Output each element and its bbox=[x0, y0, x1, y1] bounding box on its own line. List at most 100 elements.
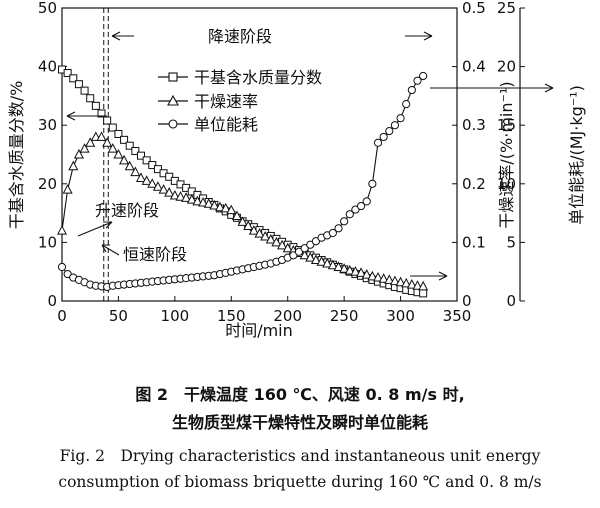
point-s1-35 bbox=[254, 228, 265, 238]
point-s1-13 bbox=[130, 166, 141, 177]
point-s2-56 bbox=[373, 138, 383, 147]
point-s2-60 bbox=[396, 114, 405, 123]
point-s1-63 bbox=[412, 280, 423, 290]
point-s1-29 bbox=[220, 202, 231, 213]
point-s1-22 bbox=[181, 192, 192, 202]
right1-tick-label-2: 0.2 bbox=[462, 175, 486, 193]
right1-tick-label-4: 0.4 bbox=[462, 58, 486, 76]
point-s0-2 bbox=[69, 74, 78, 83]
left-tick-label-0: 0 bbox=[47, 292, 57, 310]
point-s1-43 bbox=[299, 249, 310, 260]
point-s1-5 bbox=[85, 137, 96, 147]
point-s1-53 bbox=[356, 267, 367, 277]
x-tick-label-7: 350 bbox=[443, 307, 472, 325]
caption-cn-line-1: 图 2 干燥温度 160 ℃、风速 0. 8 m/s 时, bbox=[135, 385, 465, 404]
legend-label-rate: 干燥速率 bbox=[194, 92, 258, 111]
x-tick-label-6: 300 bbox=[386, 307, 415, 325]
point-s1-18 bbox=[158, 184, 169, 194]
x-axis-ticks: 0 50 100 150 200 250 300 350 bbox=[57, 296, 471, 325]
point-s0-19 bbox=[165, 172, 174, 181]
point-s1-52 bbox=[350, 266, 361, 276]
point-s1-51 bbox=[344, 264, 355, 275]
point-s1-1 bbox=[62, 184, 73, 194]
point-s1-39 bbox=[277, 239, 288, 250]
point-s2-50 bbox=[340, 217, 349, 226]
point-s1-49 bbox=[333, 261, 344, 272]
point-s0-16 bbox=[148, 161, 157, 170]
point-s1-3 bbox=[73, 148, 84, 159]
point-s0-1 bbox=[63, 69, 72, 78]
point-s2-55 bbox=[368, 179, 377, 188]
right1-tick-label-3: 0.3 bbox=[462, 116, 486, 134]
x-axis-title: 时间/min bbox=[225, 321, 293, 340]
point-s1-7 bbox=[96, 131, 107, 141]
point-s1-55 bbox=[367, 270, 378, 281]
point-s0-15 bbox=[142, 156, 151, 165]
right1-tick-label-5: 0.5 bbox=[462, 0, 486, 17]
x-tick-label-0: 0 bbox=[57, 307, 67, 325]
left-axis-title: 干基含水质量分数/% bbox=[7, 81, 26, 230]
point-s1-27 bbox=[209, 199, 220, 210]
point-s1-4 bbox=[79, 143, 90, 153]
point-s0-14 bbox=[137, 151, 145, 160]
point-s1-46 bbox=[316, 256, 327, 266]
point-s1-15 bbox=[141, 175, 152, 185]
point-s1-30 bbox=[226, 204, 237, 215]
right2-tick-label-3: 15 bbox=[497, 116, 516, 134]
caption-cn-line-2: 生物质型煤干燥特性及瞬时单位能耗 bbox=[171, 413, 428, 432]
legend-label-energy: 单位能耗 bbox=[194, 115, 258, 134]
point-s0-9 bbox=[108, 123, 117, 132]
point-s1-33 bbox=[243, 220, 254, 230]
point-s2-54 bbox=[362, 197, 371, 206]
point-s1-64 bbox=[418, 280, 429, 291]
point-s0-64 bbox=[419, 289, 428, 298]
right2-tick-label-2: 10 bbox=[497, 175, 516, 193]
point-s2-61 bbox=[402, 100, 411, 109]
point-s2-48 bbox=[328, 228, 337, 238]
point-s0-12 bbox=[125, 141, 134, 150]
point-s1-8 bbox=[102, 137, 113, 147]
left-tick-label-3: 30 bbox=[38, 116, 57, 134]
arrow-falling-right-icon bbox=[405, 31, 433, 41]
point-s1-57 bbox=[378, 273, 389, 283]
point-s1-37 bbox=[265, 233, 276, 244]
annotation-constant-rate: 恒速阶段 bbox=[123, 245, 187, 264]
x-tick-label-1: 50 bbox=[109, 307, 128, 325]
point-s2-49 bbox=[334, 224, 343, 233]
left-axis-ticks: 0 10 20 30 40 50 bbox=[38, 0, 67, 310]
right1-tick-label-0: 0 bbox=[462, 292, 472, 310]
point-s1-32 bbox=[237, 216, 248, 226]
left-tick-label-5: 50 bbox=[38, 0, 57, 17]
legend-item-energy: 单位能耗 bbox=[158, 115, 258, 134]
caption-en-line-2: consumption of biomass briquette during … bbox=[58, 473, 542, 491]
x-tick-label-3: 150 bbox=[217, 307, 246, 325]
right2-tick-label-0: 0 bbox=[506, 292, 516, 310]
point-s1-36 bbox=[260, 230, 271, 241]
point-s1-59 bbox=[389, 275, 400, 286]
point-s2-64 bbox=[419, 71, 428, 81]
point-s1-50 bbox=[339, 263, 350, 273]
point-s1-62 bbox=[406, 279, 417, 289]
point-s2-63 bbox=[413, 76, 422, 85]
point-s0-3 bbox=[74, 80, 83, 89]
point-s2-0 bbox=[57, 262, 67, 272]
point-s2-57 bbox=[379, 132, 388, 142]
series-2 bbox=[57, 71, 428, 292]
annotation-falling-rate: 降速阶段 bbox=[208, 27, 272, 46]
point-s2-58 bbox=[385, 126, 394, 136]
annotations: 降速阶段 升速阶段 恒速阶段 bbox=[66, 27, 554, 281]
point-s1-54 bbox=[361, 269, 372, 279]
point-s0-8 bbox=[103, 116, 112, 125]
right2-axis-title: 单位能耗/(MJ·kg⁻¹) bbox=[567, 85, 586, 225]
series-layer bbox=[56, 65, 429, 298]
point-s1-25 bbox=[198, 196, 209, 207]
arrow-constant-icon bbox=[101, 244, 120, 256]
point-s1-20 bbox=[169, 189, 180, 200]
point-s0-11 bbox=[120, 135, 129, 144]
annotation-rising-rate: 升速阶段 bbox=[95, 201, 159, 220]
point-s1-44 bbox=[305, 252, 316, 262]
point-s1-11 bbox=[119, 154, 130, 165]
point-s1-12 bbox=[124, 160, 135, 171]
x-tick-label-5: 250 bbox=[330, 307, 359, 325]
point-s2-62 bbox=[407, 85, 416, 95]
